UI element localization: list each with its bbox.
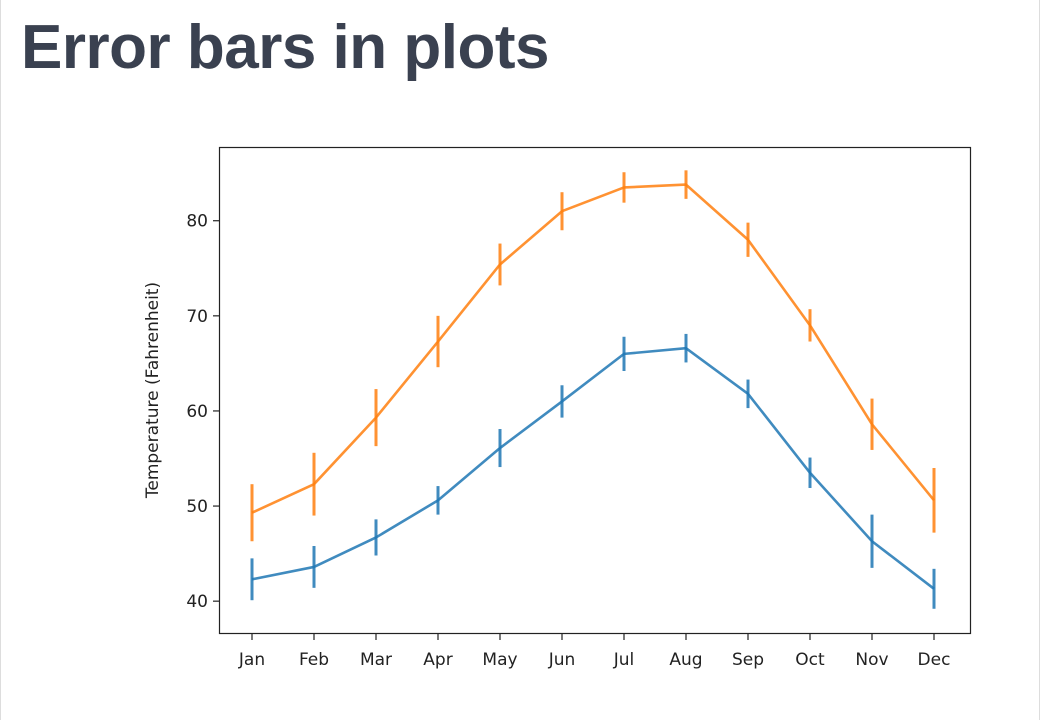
x-tick-label: Aug — [669, 650, 702, 670]
x-tick-label: Oct — [795, 650, 825, 670]
series-line-low — [251, 346, 935, 590]
y-tick-label: 40 — [186, 592, 208, 612]
y-tick-label: 70 — [186, 307, 208, 327]
x-tick-label: Jul — [613, 650, 635, 670]
y-tick-label: 50 — [186, 497, 208, 517]
page-title: Error bars in plots — [21, 13, 549, 82]
x-tick-label: Nov — [855, 650, 888, 670]
x-tick-label: Jan — [238, 650, 265, 670]
x-tick-label: Feb — [299, 650, 329, 670]
x-tick-label: Dec — [918, 650, 951, 670]
x-tick-label: Mar — [360, 650, 392, 670]
x-tick-label: May — [482, 650, 517, 670]
y-tick-label: 80 — [186, 212, 208, 232]
series-line-high — [251, 183, 936, 514]
x-tick-label: Apr — [423, 650, 452, 670]
x-tick-label: Sep — [732, 650, 764, 670]
y-tick-label: 60 — [186, 402, 208, 422]
y-axis-label: Temperature (Fahrenheit) — [143, 282, 163, 499]
x-tick-label: Jun — [548, 650, 576, 670]
plot-frame — [218, 146, 972, 635]
